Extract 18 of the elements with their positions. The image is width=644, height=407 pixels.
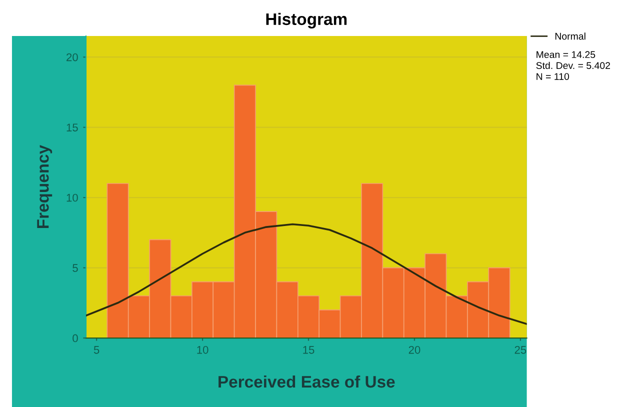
chart-title: Histogram	[266, 12, 347, 28]
text: N = 110	[536, 73, 570, 80]
x-tick-label: 20	[408, 346, 420, 354]
text: Mean = 14.25	[536, 51, 596, 58]
x-tick-label: 5	[94, 346, 100, 354]
x-axis-title: Perceived Ease of Use	[218, 375, 395, 388]
y-tick-label: 20	[66, 53, 78, 62]
legend-label: Normal	[555, 32, 586, 40]
text: Std. Dev. = 5.402	[536, 62, 610, 70]
line-series	[86, 223, 527, 325]
x-tick-label: 10	[197, 346, 208, 354]
y-tick-label: 0	[72, 334, 78, 342]
y-tick-label: 5	[72, 264, 78, 272]
y-axis-title: Frequency	[37, 144, 52, 228]
y-tick-label: 15	[66, 124, 78, 132]
x-tick-label: 25	[514, 346, 526, 354]
x-tick-label: 15	[303, 346, 314, 354]
y-tick-label: 10	[66, 194, 78, 202]
